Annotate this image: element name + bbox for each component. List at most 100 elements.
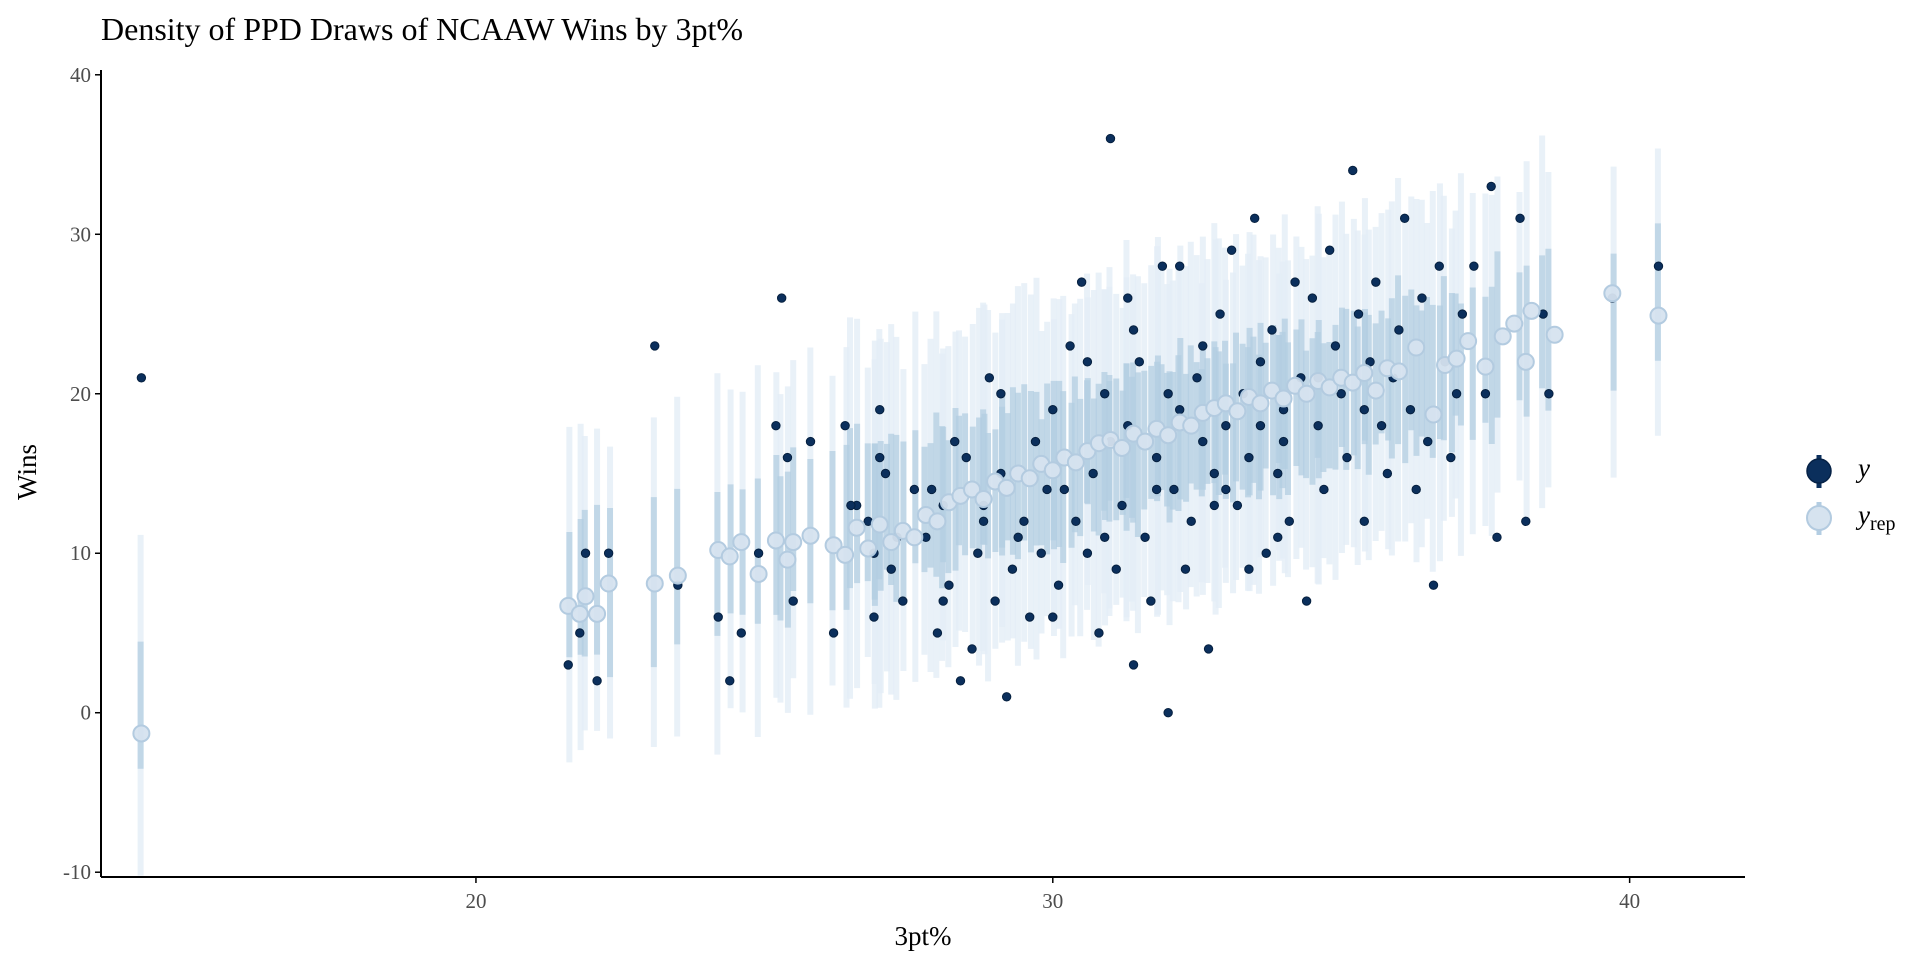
observed-point xyxy=(1486,181,1496,192)
observed-point xyxy=(592,676,602,686)
observed-point xyxy=(926,484,937,495)
observed-point xyxy=(1319,484,1329,495)
x-tick-label: 30 xyxy=(1042,889,1063,913)
observed-point xyxy=(1492,532,1502,542)
observed-point xyxy=(1348,165,1358,176)
replicated-mean-point xyxy=(997,478,1016,497)
observed-point xyxy=(771,420,781,431)
observed-point xyxy=(1100,532,1110,542)
observed-point xyxy=(978,516,989,527)
y-tick-label: 20 xyxy=(70,382,91,406)
observed-point xyxy=(869,612,879,622)
observed-point xyxy=(1174,405,1185,415)
observed-point xyxy=(1209,500,1220,511)
replicated-mean-point xyxy=(784,533,803,552)
replicated-mean-point xyxy=(824,536,843,555)
replicated-points-layer xyxy=(132,284,1668,743)
replicated-mean-point xyxy=(766,531,785,550)
observed-point xyxy=(1076,277,1087,287)
observed-point xyxy=(950,436,960,447)
observed-point xyxy=(1025,612,1035,622)
replicated-mean-point xyxy=(1447,349,1466,368)
observed-point xyxy=(580,548,591,558)
observed-point xyxy=(1244,452,1254,463)
observed-point xyxy=(1428,580,1439,590)
replicated-mean-point xyxy=(1113,438,1132,457)
observed-point xyxy=(1030,436,1041,447)
observed-point xyxy=(1163,708,1173,718)
observed-point xyxy=(1094,628,1104,638)
replicated-mean-point xyxy=(1251,394,1270,413)
replicated-mean-point xyxy=(778,550,797,569)
replicated-mean-point xyxy=(1320,378,1339,397)
observed-point xyxy=(1399,213,1410,224)
observed-point xyxy=(1048,405,1058,415)
observed-point xyxy=(1221,420,1231,431)
observed-point xyxy=(1324,245,1335,255)
observed-point xyxy=(713,612,723,622)
replicated-mean-point xyxy=(1505,314,1524,333)
replicated-mean-point xyxy=(570,604,589,623)
observed-point xyxy=(1469,261,1479,271)
observed-point xyxy=(575,628,585,638)
observed-point xyxy=(1273,468,1283,479)
observed-point xyxy=(1105,133,1116,144)
x-tick-label: 40 xyxy=(1619,889,1640,913)
replicated-mean-point xyxy=(859,539,878,558)
observed-point xyxy=(1088,468,1098,479)
observed-point xyxy=(1255,420,1266,431)
observed-point xyxy=(840,420,850,431)
replicated-mean-point xyxy=(974,490,993,509)
observed-point xyxy=(1169,484,1179,495)
observed-point xyxy=(753,548,764,558)
observed-point xyxy=(1255,357,1266,367)
y-tick-label: -10 xyxy=(63,860,91,884)
observed-point xyxy=(1521,516,1531,527)
replicated-mean-point xyxy=(847,518,866,537)
observed-point xyxy=(1480,389,1491,399)
observed-point xyxy=(880,468,891,479)
observed-point xyxy=(805,436,816,447)
x-axis-ticks: 20 30 40 xyxy=(465,877,1640,913)
replicated-mean-point xyxy=(1043,461,1062,480)
observed-point xyxy=(725,676,735,686)
observed-point xyxy=(1198,341,1208,351)
observed-point xyxy=(1111,564,1121,574)
observed-point xyxy=(1123,293,1133,303)
replicated-mean-point xyxy=(1545,325,1564,344)
observed-point xyxy=(1134,357,1145,367)
observed-point xyxy=(1226,245,1237,255)
observed-point xyxy=(1411,484,1421,495)
observed-point xyxy=(1544,389,1554,399)
observed-point xyxy=(782,452,793,463)
observed-point xyxy=(788,596,798,606)
observed-point xyxy=(1353,309,1364,319)
replicated-mean-point xyxy=(928,512,947,531)
replicated-mean-point xyxy=(1182,416,1201,435)
observed-point xyxy=(1071,516,1081,527)
y-axis-title: Wins xyxy=(12,444,42,500)
observed-point xyxy=(990,596,1000,606)
observed-point xyxy=(1359,516,1369,527)
observed-point xyxy=(973,548,983,558)
observed-point xyxy=(1065,341,1075,351)
y-tick-label: 0 xyxy=(81,701,92,725)
replicated-mean-point xyxy=(732,533,751,552)
observed-point xyxy=(967,644,977,654)
replicated-mean-point xyxy=(132,724,151,743)
observed-point xyxy=(1446,452,1456,463)
replicated-mean-point xyxy=(1603,284,1622,303)
observed-point xyxy=(1082,357,1093,367)
observed-point xyxy=(1059,484,1070,495)
observed-point xyxy=(1151,484,1162,495)
replicated-mean-point xyxy=(1407,338,1426,357)
chart-title: Density of PPD Draws of NCAAW Wins by 3p… xyxy=(101,11,743,47)
observed-point xyxy=(1048,612,1058,622)
x-axis-title: 3pt% xyxy=(895,921,952,951)
observed-point xyxy=(1371,277,1381,287)
observed-point xyxy=(1036,548,1046,558)
observed-point xyxy=(563,660,573,670)
observed-point xyxy=(1313,420,1323,431)
legend-label-y: y xyxy=(1855,453,1870,483)
legend-entry-yrep: yrep xyxy=(1806,500,1896,535)
